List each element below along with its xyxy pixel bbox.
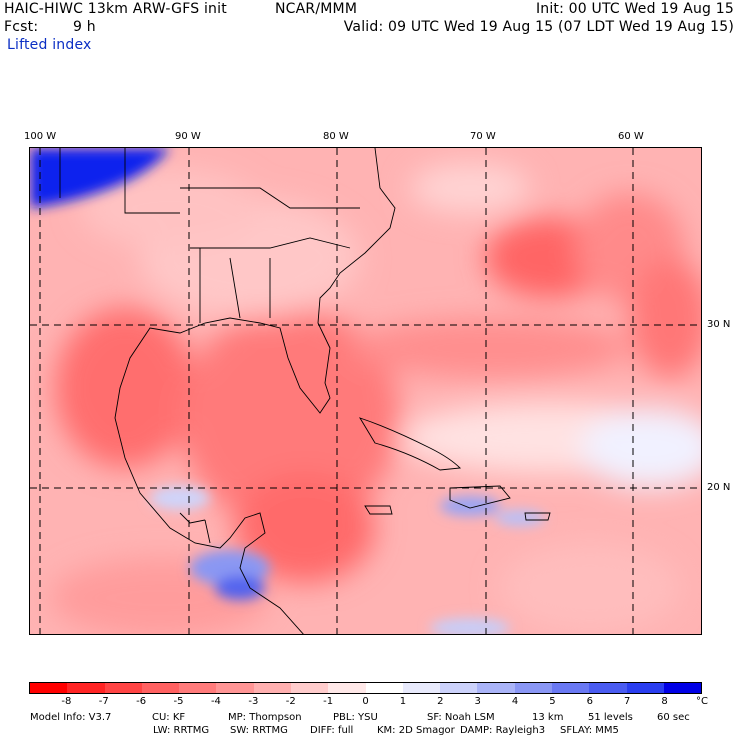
cape-area-east-edge (630, 258, 701, 378)
stable-area-puerto-rico (495, 510, 545, 526)
lat-lon-grid (30, 148, 701, 634)
weak-area-south-atlantic (500, 543, 680, 633)
colorbar-segment (179, 683, 217, 693)
forecast-label: Fcst: (4, 19, 39, 35)
org-label: NCAR/MMM (275, 1, 358, 17)
lifted-index-map (29, 147, 702, 635)
colorbar-segment (290, 683, 329, 693)
weak-area-northeast (410, 163, 530, 213)
colorbar-label: -3 (248, 696, 259, 707)
colorbar-label: 7 (624, 696, 631, 707)
cape-area-gulf (180, 308, 400, 528)
coastlines (59, 148, 551, 634)
colorbar-label: 1 (399, 696, 407, 707)
colorbar-segment (104, 683, 142, 693)
stable-area-south-edge (430, 618, 510, 634)
colorbar-segment (365, 683, 403, 693)
colorbar-label: -1 (323, 696, 334, 707)
footer-resolution: 13 km (532, 712, 564, 723)
lon-tick-100w: 100 W (24, 131, 57, 142)
colorbar-label: -6 (136, 696, 147, 707)
model-title: HAIC-HIWC 13km ARW-GFS init (4, 1, 227, 17)
colorbar-segment (30, 683, 68, 693)
cape-band-subtropics (350, 318, 630, 378)
colorbar-label: 0 (362, 696, 369, 707)
colorbar-label: 5 (549, 696, 556, 707)
colorbar-label: -4 (210, 696, 221, 707)
footer-mp: MP: Thompson (228, 712, 302, 723)
footer-pbl: PBL: YSU (333, 712, 378, 723)
footer-sflay: SFLAY: MM5 (560, 725, 619, 736)
footer-cu: CU: KF (152, 712, 186, 723)
cape-area-texas (55, 308, 195, 468)
footer-sf: SF: Noah LSM (427, 712, 495, 723)
colorbar-segment (589, 683, 627, 693)
coastline-jamaica (364, 505, 393, 515)
stable-area-yucatan (190, 550, 270, 586)
footer-damp: DAMP: Rayleigh3 (460, 725, 546, 736)
valid-time: Valid: 09 UTC Wed 19 Aug 15 (07 LDT Wed … (343, 19, 734, 35)
coastline-cuba (358, 417, 461, 471)
lon-tick-70w: 70 W (470, 131, 496, 142)
lon-tick-80w: 80 W (323, 131, 349, 142)
footer-km: KM: 2D Smagor (377, 725, 455, 736)
stable-area-honduras (215, 576, 265, 600)
colorbar-label: -2 (285, 696, 296, 707)
coastline-mainland (114, 148, 396, 634)
colorbar (29, 682, 702, 694)
neutral-area-east (580, 408, 701, 488)
colorbar-segment (253, 683, 291, 693)
colorbar-label: -5 (173, 696, 184, 707)
map-canvas (30, 148, 701, 634)
footer-lw: LW: RRTMG (153, 725, 210, 736)
colorbar-label: -8 (61, 696, 72, 707)
init-time: Init: 00 UTC Wed 19 Aug 15 (535, 1, 734, 17)
colorbar-label: 2 (437, 696, 444, 707)
footer-model-info: Model Info: V3.7 (30, 712, 112, 723)
lon-tick-60w: 60 W (618, 131, 644, 142)
footer-timestep: 60 sec (657, 712, 690, 723)
stable-area-hispaniola (440, 496, 500, 516)
colorbar-segment (328, 683, 366, 693)
field-name: Lifted index (7, 37, 92, 53)
colorbar-segment (663, 683, 702, 693)
colorbar-segment (216, 683, 254, 693)
footer-diff: DIFF: full (310, 725, 354, 736)
colorbar-label: 4 (511, 696, 519, 707)
country-borders (179, 512, 211, 544)
colorbar-segment (551, 683, 590, 693)
coastline-hispaniola (449, 485, 511, 509)
colorbar-segment (67, 683, 105, 693)
colorbar-segment (141, 683, 180, 693)
colorbar-segment (514, 683, 552, 693)
stable-area-bay-campeche (150, 486, 210, 510)
colorbar-segment (477, 683, 515, 693)
colorbar-segment (626, 683, 664, 693)
colorbar-label: -7 (98, 696, 109, 707)
colorbar-segment (402, 683, 441, 693)
state-borders (59, 148, 360, 323)
lat-tick-20n: 20 N (707, 482, 731, 493)
lon-tick-90w: 90 W (175, 131, 201, 142)
colorbar-segment (440, 683, 478, 693)
colorbar-label: 8 (661, 696, 668, 707)
colorbar-label: 6 (586, 696, 594, 707)
footer-levels: 51 levels (588, 712, 633, 723)
stable-area-northwest (30, 148, 170, 208)
colorbar-unit: °C (696, 696, 708, 707)
cape-area-caribbean (235, 473, 375, 583)
colorbar-label: 3 (474, 696, 481, 707)
forecast-hour: 9 h (73, 19, 96, 35)
coastline-puerto-rico (524, 512, 551, 521)
lat-tick-30n: 30 N (707, 319, 731, 330)
footer-sw: SW: RRTMG (230, 725, 288, 736)
